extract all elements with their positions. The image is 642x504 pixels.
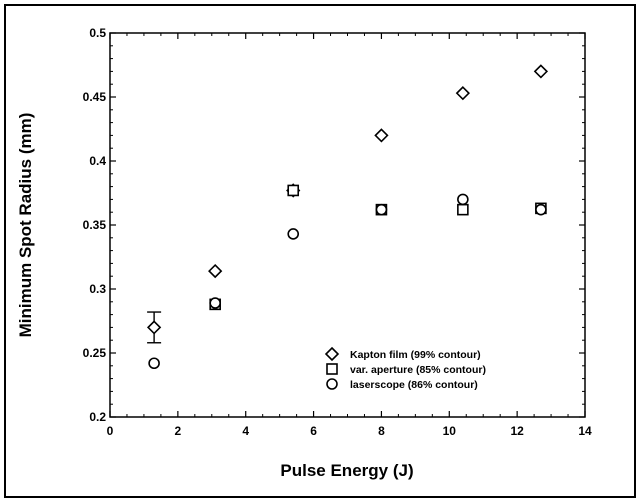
y-tick-label: 0.2 bbox=[89, 410, 106, 424]
diamond-point bbox=[533, 64, 549, 79]
y-tick-label: 0.45 bbox=[83, 90, 107, 104]
legend-label: laserscope (86% contour) bbox=[350, 379, 478, 391]
legend-circle-marker bbox=[326, 378, 338, 390]
legend-label: Kapton film (99% contour) bbox=[350, 349, 481, 361]
y-tick-label: 0.5 bbox=[89, 26, 106, 40]
square-point bbox=[287, 184, 300, 197]
x-tick-label: 10 bbox=[443, 424, 457, 438]
x-tick-label: 14 bbox=[578, 424, 592, 438]
circle-point bbox=[287, 228, 300, 240]
y-tick-label: 0.4 bbox=[89, 154, 106, 168]
diamond-point bbox=[208, 263, 223, 279]
circle-point bbox=[375, 203, 388, 216]
x-tick-label: 0 bbox=[107, 424, 114, 438]
axis-ticks bbox=[109, 32, 586, 418]
plot-area-border bbox=[109, 32, 586, 418]
x-tick-labels: 0 2 4 6 8 10 12 14 bbox=[107, 424, 592, 438]
y-tick-labels: 0.2 0.25 0.3 0.35 0.4 0.45 0.5 bbox=[83, 26, 107, 424]
legend-label: var. aperture (85% contour) bbox=[350, 364, 486, 376]
circle-point bbox=[148, 357, 160, 370]
circle-point bbox=[535, 203, 547, 216]
data-points bbox=[146, 64, 549, 370]
x-tick-label: 8 bbox=[378, 424, 385, 438]
circle-point bbox=[457, 193, 469, 206]
diamond-point bbox=[146, 320, 162, 335]
x-tick-label: 2 bbox=[175, 424, 182, 438]
x-tick-label: 6 bbox=[310, 424, 317, 438]
y-tick-label: 0.3 bbox=[89, 282, 106, 296]
y-tick-label: 0.35 bbox=[83, 218, 107, 232]
legend-square-marker bbox=[326, 363, 338, 375]
x-axis-title: Pulse Energy (J) bbox=[280, 461, 413, 480]
diamond-point bbox=[374, 128, 389, 143]
x-tick-label: 12 bbox=[510, 424, 524, 438]
legend-diamond-marker bbox=[324, 346, 340, 362]
legend: Kapton film (99% contour) var. aperture (… bbox=[324, 346, 486, 391]
circle-point bbox=[209, 297, 221, 309]
square-point bbox=[457, 203, 469, 216]
chart-frame bbox=[4, 4, 636, 498]
y-tick-label: 0.25 bbox=[83, 346, 107, 360]
x-tick-label: 4 bbox=[242, 424, 249, 438]
y-axis-title: Minimum Spot Radius (mm) bbox=[16, 113, 35, 338]
diamond-point bbox=[455, 86, 470, 101]
